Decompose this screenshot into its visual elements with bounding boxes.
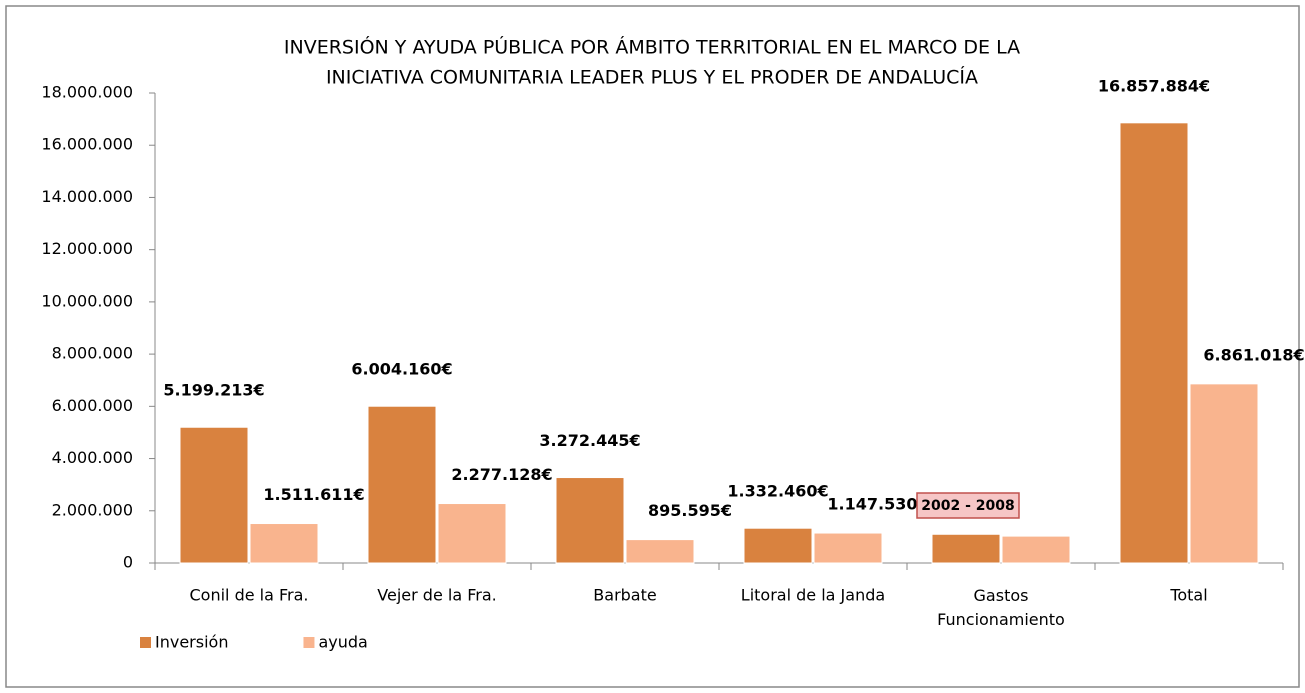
bar	[743, 527, 813, 564]
y-tick-label: 8.000.000	[52, 344, 133, 363]
x-tick-label: Litoral de la Janda	[741, 586, 885, 605]
bar	[555, 477, 625, 564]
data-label: 895.595€	[648, 501, 732, 520]
data-label: 3.272.445€	[539, 431, 640, 450]
x-tick-label: Gastos Funcionamiento	[937, 586, 1065, 629]
y-tick-label: 0	[123, 553, 133, 572]
x-tick-label: Conil de la Fra.	[189, 586, 308, 605]
x-tick-label: Total	[1169, 586, 1207, 605]
legend-swatch	[140, 637, 151, 648]
data-label: 5.199.213€	[163, 381, 264, 400]
bar	[1189, 383, 1259, 564]
data-label: 1.511.611€	[263, 485, 364, 504]
bar	[813, 532, 883, 564]
y-tick-label: 4.000.000	[52, 448, 133, 467]
y-tick-label: 2.000.000	[52, 500, 133, 519]
y-tick-label: 6.000.000	[52, 396, 133, 415]
bar	[1001, 535, 1071, 564]
y-tick-label: 14.000.000	[41, 187, 133, 206]
bar	[625, 539, 695, 564]
y-tick-label: 16.000.000	[41, 135, 133, 154]
bar	[249, 523, 319, 564]
x-tick-label: Barbate	[593, 586, 656, 605]
data-label: 6.004.160€	[351, 360, 452, 379]
chart-title: INVERSIÓN Y AYUDA PÚBLICA POR ÁMBITO TER…	[284, 35, 1020, 59]
data-label: 2.277.128€	[451, 465, 552, 484]
y-tick-label: 10.000.000	[41, 291, 133, 310]
annotation-box	[916, 492, 1020, 519]
y-tick-label: 12.000.000	[41, 239, 133, 258]
bar	[367, 405, 437, 564]
data-label: 16.857.884€	[1098, 76, 1210, 95]
chart-title: INICIATIVA COMUNITARIA LEADER PLUS Y EL …	[326, 66, 978, 89]
annotation: 2002 - 2008	[921, 498, 1015, 514]
y-tick-label: 18.000.000	[41, 83, 133, 102]
data-label: 1.147.530€	[827, 495, 928, 514]
legend-swatch	[303, 637, 315, 648]
bar	[179, 426, 249, 564]
data-label: 1.332.460€	[727, 482, 828, 501]
chart-frame	[5, 5, 1300, 688]
bar	[1119, 122, 1189, 564]
bar	[931, 533, 1001, 564]
data-label: 6.861.018€	[1203, 345, 1304, 364]
bar	[437, 503, 507, 564]
legend-label: Inversión	[155, 633, 228, 652]
legend-label: ayuda	[318, 633, 367, 652]
x-tick-label: Vejer de la Fra.	[377, 586, 496, 605]
